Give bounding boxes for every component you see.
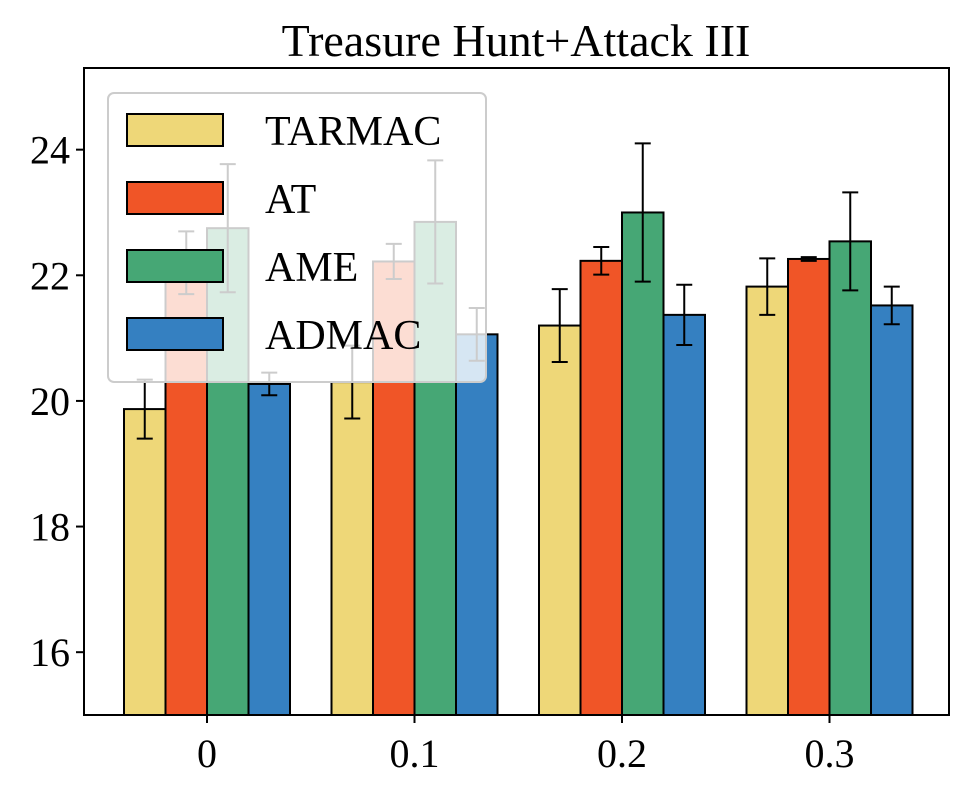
error-bar: [593, 246, 610, 276]
x-tick-label: 0.1: [390, 731, 440, 776]
legend-label: AME: [265, 245, 358, 291]
x-tick-label: 0.3: [805, 731, 855, 776]
y-tick-label: 24: [30, 128, 70, 173]
bar: [579, 259, 623, 716]
legend-swatch: [126, 113, 224, 147]
bar: [662, 313, 706, 716]
legend-label: TARMAC: [265, 109, 441, 155]
error-bar: [759, 257, 776, 316]
bar: [828, 240, 872, 716]
error-bar: [676, 283, 693, 347]
chart-title: Treasure Hunt+Attack III: [282, 15, 751, 66]
error-bar: [883, 285, 900, 326]
x-tick-label: 0: [197, 731, 217, 776]
y-tick-label: 16: [30, 630, 70, 675]
legend-box: [107, 92, 487, 383]
bar: [330, 381, 374, 716]
error-bar: [842, 191, 859, 292]
plot-frame: [83, 67, 950, 716]
y-tick-label: 18: [30, 505, 70, 550]
legend-swatch: [126, 249, 224, 283]
legend-swatch: [126, 317, 224, 351]
legend-label: ADMAC: [265, 313, 421, 359]
legend-label: AT: [265, 177, 316, 223]
x-tick-label: 0.2: [597, 731, 647, 776]
y-tick-label: 22: [30, 253, 70, 298]
bar: [538, 324, 582, 716]
bar: [745, 285, 789, 716]
bar: [787, 257, 831, 716]
bar: [870, 304, 914, 716]
error-bar: [634, 142, 651, 283]
bar: [455, 333, 499, 716]
error-bar: [800, 256, 817, 262]
y-tick-label: 20: [30, 379, 70, 424]
bar: [621, 211, 665, 716]
bar: [123, 408, 167, 716]
error-bar: [551, 288, 568, 363]
bar: [247, 382, 291, 716]
legend: TARMAC AT AME ADMAC: [107, 92, 487, 383]
axes-layer: 16 18 20 22 24 0 0.1 0.2 0.3: [30, 67, 950, 776]
legend-swatch: [126, 181, 224, 215]
